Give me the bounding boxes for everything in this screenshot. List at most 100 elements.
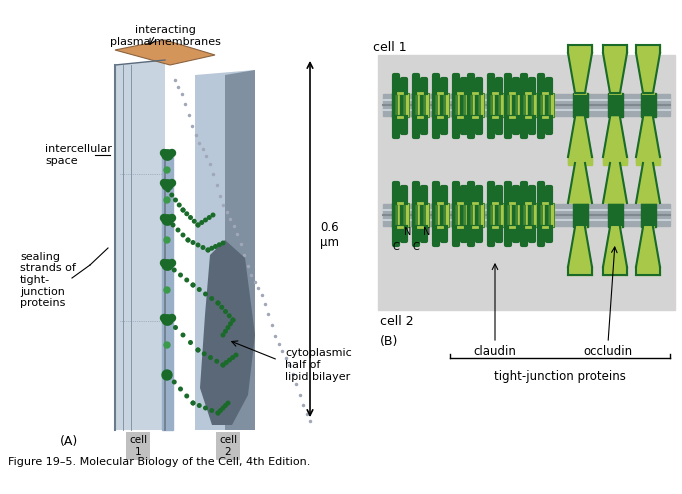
Polygon shape: [479, 93, 484, 117]
Polygon shape: [524, 203, 529, 227]
Circle shape: [216, 300, 220, 305]
Polygon shape: [578, 203, 584, 227]
Polygon shape: [568, 163, 592, 203]
Circle shape: [196, 243, 201, 247]
Polygon shape: [391, 93, 396, 117]
Circle shape: [172, 267, 177, 273]
Polygon shape: [537, 93, 542, 117]
Polygon shape: [603, 227, 627, 267]
Polygon shape: [636, 157, 660, 165]
Polygon shape: [537, 203, 542, 227]
Text: 0.6
μm: 0.6 μm: [320, 221, 339, 249]
Circle shape: [184, 394, 189, 399]
Polygon shape: [391, 203, 396, 227]
Circle shape: [217, 242, 222, 247]
Polygon shape: [396, 93, 400, 117]
Polygon shape: [460, 203, 464, 227]
Circle shape: [190, 401, 196, 406]
Polygon shape: [578, 93, 584, 117]
Circle shape: [160, 315, 168, 322]
Circle shape: [177, 203, 181, 207]
Polygon shape: [568, 155, 592, 163]
Polygon shape: [396, 203, 400, 227]
Circle shape: [162, 260, 172, 270]
Circle shape: [223, 403, 228, 408]
Circle shape: [175, 228, 181, 233]
Polygon shape: [499, 93, 503, 117]
Text: cell 1: cell 1: [373, 41, 406, 54]
Polygon shape: [436, 93, 441, 117]
Polygon shape: [486, 203, 492, 227]
Polygon shape: [541, 203, 546, 227]
Circle shape: [168, 259, 175, 266]
Polygon shape: [617, 93, 623, 117]
Polygon shape: [499, 203, 503, 227]
Circle shape: [168, 214, 175, 221]
Circle shape: [211, 212, 216, 217]
Circle shape: [220, 363, 226, 368]
Circle shape: [162, 180, 172, 190]
Circle shape: [196, 222, 201, 228]
Circle shape: [214, 359, 219, 364]
Polygon shape: [636, 163, 660, 203]
Polygon shape: [432, 203, 436, 227]
Circle shape: [226, 313, 232, 318]
Circle shape: [162, 215, 172, 225]
Polygon shape: [568, 45, 592, 53]
Circle shape: [207, 215, 211, 220]
Polygon shape: [419, 203, 424, 227]
Circle shape: [186, 238, 190, 243]
Polygon shape: [471, 203, 475, 227]
Text: sealing
strands of
tight-
junction
proteins: sealing strands of tight- junction prote…: [20, 252, 76, 308]
Polygon shape: [383, 204, 670, 226]
Polygon shape: [479, 203, 484, 227]
Polygon shape: [443, 93, 449, 117]
Polygon shape: [404, 93, 409, 117]
Circle shape: [163, 180, 173, 190]
Polygon shape: [568, 53, 592, 93]
Polygon shape: [415, 93, 421, 117]
Polygon shape: [383, 94, 670, 116]
Text: cell
1: cell 1: [129, 435, 147, 456]
Polygon shape: [531, 203, 537, 227]
Polygon shape: [443, 203, 449, 227]
Polygon shape: [439, 93, 445, 117]
Circle shape: [231, 318, 235, 323]
Polygon shape: [608, 93, 612, 117]
Circle shape: [162, 370, 172, 380]
Polygon shape: [524, 93, 529, 117]
Polygon shape: [419, 93, 424, 117]
Circle shape: [178, 386, 183, 392]
Polygon shape: [507, 203, 512, 227]
Circle shape: [184, 278, 189, 283]
Circle shape: [203, 291, 208, 296]
Polygon shape: [512, 203, 516, 227]
Polygon shape: [466, 93, 471, 117]
Polygon shape: [400, 93, 404, 117]
Polygon shape: [531, 93, 537, 117]
Polygon shape: [603, 267, 627, 275]
Polygon shape: [640, 93, 645, 117]
Text: cytoplasmic
half of
lipid bilayer: cytoplasmic half of lipid bilayer: [285, 348, 352, 381]
Polygon shape: [516, 203, 520, 227]
Text: Figure 19–5. Molecular Biology of the Cell, 4th Edition.: Figure 19–5. Molecular Biology of the Ce…: [8, 457, 310, 467]
Circle shape: [190, 401, 196, 406]
Circle shape: [196, 347, 201, 353]
Circle shape: [170, 222, 175, 228]
Circle shape: [209, 296, 214, 301]
Polygon shape: [603, 53, 627, 93]
Polygon shape: [494, 93, 499, 117]
Polygon shape: [490, 203, 496, 227]
Circle shape: [231, 318, 235, 323]
Polygon shape: [636, 267, 660, 275]
Circle shape: [205, 247, 211, 252]
Polygon shape: [636, 117, 660, 157]
Circle shape: [163, 215, 173, 225]
Polygon shape: [471, 93, 475, 117]
Polygon shape: [544, 203, 550, 227]
Polygon shape: [464, 203, 469, 227]
Text: tight-junction proteins: tight-junction proteins: [494, 370, 626, 383]
Polygon shape: [568, 227, 592, 267]
Polygon shape: [503, 93, 509, 117]
Text: occludin: occludin: [583, 345, 633, 358]
